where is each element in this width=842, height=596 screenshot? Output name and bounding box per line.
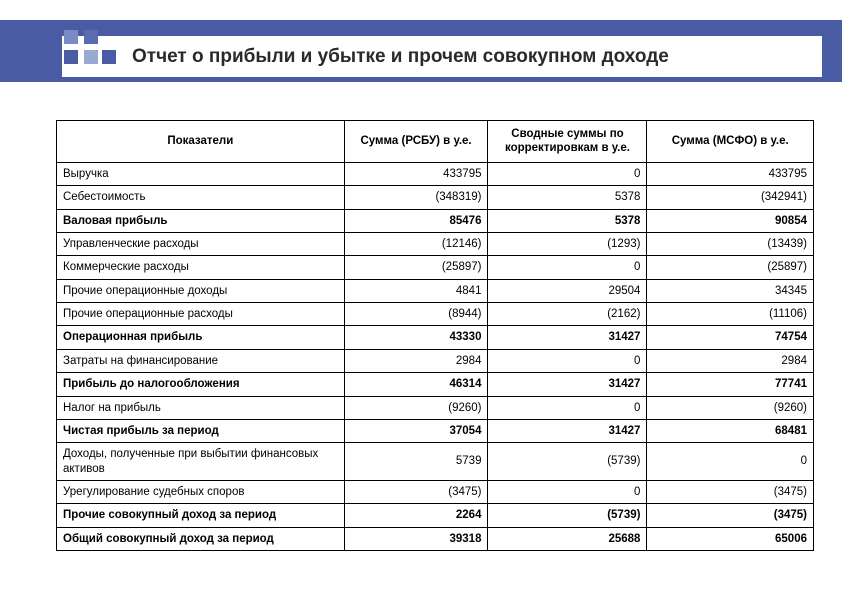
cell-adj: 0: [488, 256, 647, 279]
cell-adj: 31427: [488, 326, 647, 349]
cell-msfo: (9260): [647, 396, 814, 419]
income-statement-table: Показатели Сумма (РСБУ) в у.е. Сводные с…: [56, 120, 814, 551]
cell-rsbu: (3475): [344, 481, 488, 504]
cell-label: Выручка: [57, 162, 345, 185]
col-header-indicators: Показатели: [57, 121, 345, 163]
table-body: Выручка4337950433795Себестоимость(348319…: [57, 162, 814, 550]
cell-rsbu: 39318: [344, 527, 488, 550]
table-row: Налог на прибыль(9260)0(9260): [57, 396, 814, 419]
cell-rsbu: 433795: [344, 162, 488, 185]
cell-label: Прибыль до налогообложения: [57, 373, 345, 396]
table-row: Чистая прибыль за период370543142768481: [57, 419, 814, 442]
table-row: Прочие операционные доходы48412950434345: [57, 279, 814, 302]
cell-label: Затраты на финансирование: [57, 349, 345, 372]
cell-label: Прочие операционные доходы: [57, 279, 345, 302]
cell-rsbu: 2264: [344, 504, 488, 527]
cell-msfo: 68481: [647, 419, 814, 442]
cell-label: Чистая прибыль за период: [57, 419, 345, 442]
cell-rsbu: 37054: [344, 419, 488, 442]
cell-rsbu: 46314: [344, 373, 488, 396]
cell-label: Общий совокупный доход за период: [57, 527, 345, 550]
cell-adj: 0: [488, 349, 647, 372]
table-container: Показатели Сумма (РСБУ) в у.е. Сводные с…: [56, 120, 814, 551]
cell-msfo: 433795: [647, 162, 814, 185]
table-row: Прибыль до налогообложения46314314277774…: [57, 373, 814, 396]
cell-rsbu: (25897): [344, 256, 488, 279]
cell-msfo: 90854: [647, 209, 814, 232]
table-row: Урегулирование судебных споров(3475)0(34…: [57, 481, 814, 504]
cell-label: Управленческие расходы: [57, 232, 345, 255]
cell-adj: 31427: [488, 373, 647, 396]
cell-label: Налог на прибыль: [57, 396, 345, 419]
cell-rsbu: 5739: [344, 443, 488, 481]
cell-rsbu: 2984: [344, 349, 488, 372]
cell-adj: 5378: [488, 209, 647, 232]
cell-rsbu: (348319): [344, 186, 488, 209]
page-title: Отчет о прибыли и убытке и прочем совоку…: [132, 46, 669, 68]
cell-label: Валовая прибыль: [57, 209, 345, 232]
cell-rsbu: (12146): [344, 232, 488, 255]
table-row: Себестоимость(348319)5378(342941): [57, 186, 814, 209]
col-header-adj: Сводные суммы по корректировкам в у.е.: [488, 121, 647, 163]
decor-squares: [62, 28, 110, 76]
table-row: Управленческие расходы(12146)(1293)(1343…: [57, 232, 814, 255]
col-header-rsbu: Сумма (РСБУ) в у.е.: [344, 121, 488, 163]
cell-msfo: (3475): [647, 504, 814, 527]
cell-msfo: (11106): [647, 303, 814, 326]
cell-adj: 0: [488, 481, 647, 504]
cell-msfo: (13439): [647, 232, 814, 255]
cell-rsbu: (9260): [344, 396, 488, 419]
cell-label: Коммерческие расходы: [57, 256, 345, 279]
table-row: Доходы, полученные при выбытии финансовы…: [57, 443, 814, 481]
cell-label: Прочие совокупный доход за период: [57, 504, 345, 527]
cell-msfo: 74754: [647, 326, 814, 349]
cell-label: Себестоимость: [57, 186, 345, 209]
col-header-msfo: Сумма (МСФО) в у.е.: [647, 121, 814, 163]
cell-msfo: 0: [647, 443, 814, 481]
cell-rsbu: 85476: [344, 209, 488, 232]
cell-label: Прочие операционные расходы: [57, 303, 345, 326]
cell-adj: (5739): [488, 504, 647, 527]
cell-msfo: (342941): [647, 186, 814, 209]
cell-label: Операционная прибыль: [57, 326, 345, 349]
cell-adj: (5739): [488, 443, 647, 481]
cell-adj: (1293): [488, 232, 647, 255]
cell-adj: 0: [488, 162, 647, 185]
cell-label: Урегулирование судебных споров: [57, 481, 345, 504]
table-row: Выручка4337950433795: [57, 162, 814, 185]
cell-msfo: (3475): [647, 481, 814, 504]
cell-label: Доходы, полученные при выбытии финансовы…: [57, 443, 345, 481]
table-row: Операционная прибыль433303142774754: [57, 326, 814, 349]
cell-adj: 25688: [488, 527, 647, 550]
cell-msfo: 65006: [647, 527, 814, 550]
cell-adj: (2162): [488, 303, 647, 326]
cell-adj: 29504: [488, 279, 647, 302]
cell-rsbu: 43330: [344, 326, 488, 349]
cell-rsbu: 4841: [344, 279, 488, 302]
table-row: Прочие совокупный доход за период2264(57…: [57, 504, 814, 527]
cell-msfo: 2984: [647, 349, 814, 372]
table-row: Общий совокупный доход за период39318256…: [57, 527, 814, 550]
cell-adj: 5378: [488, 186, 647, 209]
table-header-row: Показатели Сумма (РСБУ) в у.е. Сводные с…: [57, 121, 814, 163]
table-row: Валовая прибыль85476537890854: [57, 209, 814, 232]
table-row: Прочие операционные расходы(8944)(2162)(…: [57, 303, 814, 326]
cell-adj: 31427: [488, 419, 647, 442]
cell-msfo: (25897): [647, 256, 814, 279]
cell-msfo: 77741: [647, 373, 814, 396]
table-row: Коммерческие расходы(25897)0(25897): [57, 256, 814, 279]
cell-adj: 0: [488, 396, 647, 419]
header-bar: Отчет о прибыли и убытке и прочем совоку…: [62, 36, 822, 80]
cell-rsbu: (8944): [344, 303, 488, 326]
table-row: Затраты на финансирование298402984: [57, 349, 814, 372]
cell-msfo: 34345: [647, 279, 814, 302]
